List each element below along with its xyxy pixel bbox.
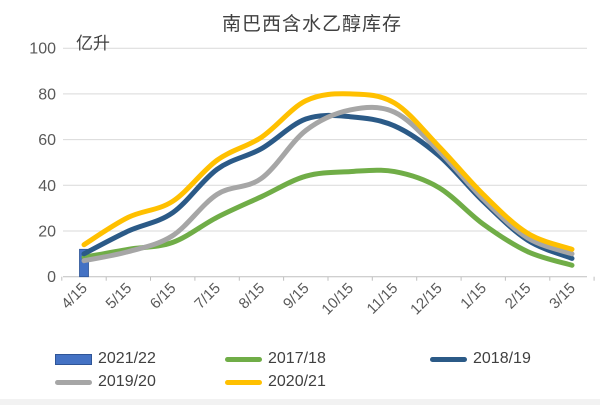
x-tick-label: 7/15 (191, 280, 224, 313)
window-edge (0, 399, 600, 405)
x-tick-label: 5/15 (103, 280, 136, 313)
chart-title: 南巴西含水乙醇库存 (221, 14, 402, 35)
x-tick-label: 8/15 (236, 280, 269, 313)
x-tick-label: 11/15 (364, 280, 402, 318)
legend-item-2021-22: 2021/22 (55, 350, 156, 368)
y-tick-label: 100 (29, 41, 56, 58)
x-tick-label: 12/15 (407, 280, 446, 319)
y-tick-label: 0 (47, 269, 56, 286)
legend-label: 2021/22 (98, 350, 156, 367)
x-tick-label: 3/15 (546, 280, 579, 313)
x-tick-label: 9/15 (280, 280, 313, 313)
x-tick-label: 6/15 (147, 280, 180, 313)
legend-swatch-line (55, 379, 92, 385)
legend-label: 2019/20 (98, 373, 156, 390)
x-tick-label: 10/15 (318, 280, 357, 319)
legend-item-2018-19: 2018/19 (430, 350, 531, 368)
legend-label: 2020/21 (268, 373, 326, 390)
legend-item-2020-21: 2020/21 (225, 373, 326, 391)
x-tick-label: 4/15 (58, 280, 91, 313)
x-tick-label: 2/15 (502, 280, 535, 313)
legend-swatch-line (225, 356, 262, 362)
legend-label: 2018/19 (473, 350, 531, 367)
legend-item-2017-18: 2017/18 (225, 350, 326, 368)
line-2017/18 (81, 167, 575, 268)
legend-label: 2017/18 (268, 350, 326, 367)
line-2019/20 (81, 104, 575, 264)
y-tick-label: 40 (38, 178, 56, 195)
legend-item-2019-20: 2019/20 (55, 373, 156, 391)
y-tick-label: 20 (38, 224, 56, 241)
line-2020/21 (81, 91, 575, 252)
y-tick-label: 80 (38, 86, 56, 103)
x-tick-label: 1/15 (457, 280, 490, 313)
y-tick-label: 60 (38, 132, 56, 149)
legend-swatch-line (430, 356, 467, 362)
legend-swatch-bar (55, 353, 92, 365)
y-axis-unit-label: 亿升 (76, 34, 110, 53)
legend-swatch-line (225, 379, 262, 385)
